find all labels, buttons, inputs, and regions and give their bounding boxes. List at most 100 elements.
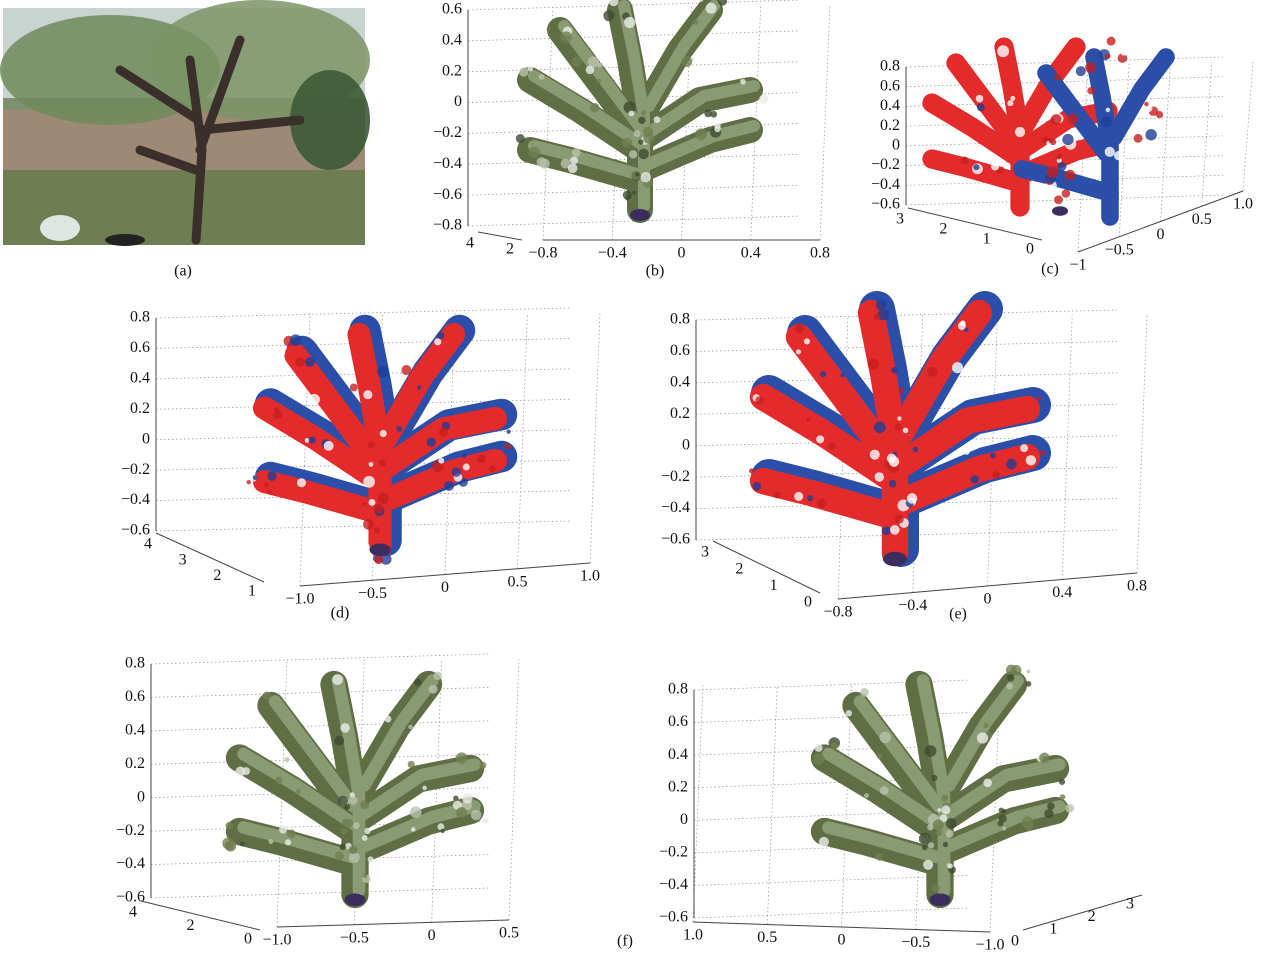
- z-tick-label: 0.4: [125, 722, 145, 739]
- point-cloud-dot: [1039, 753, 1049, 763]
- depth-axis: [478, 232, 522, 240]
- point-cloud-dot: [1067, 114, 1078, 125]
- point-cloud-dot: [408, 725, 413, 730]
- point-cloud-dot: [363, 390, 372, 399]
- point-cloud-dot: [263, 692, 271, 700]
- point-cloud-dot: [868, 359, 879, 370]
- point-cloud-dot: [1049, 139, 1053, 143]
- point-cloud-dot: [279, 825, 287, 833]
- z-tick-label: −0.2: [871, 156, 900, 173]
- z-tick-label: −0.6: [433, 186, 462, 203]
- point-cloud-dot: [456, 752, 468, 764]
- point-cloud-dot: [632, 191, 636, 195]
- point-cloud-dot: [795, 324, 804, 333]
- point-cloud-dot: [817, 499, 827, 509]
- point-cloud-dot: [368, 442, 375, 449]
- point-cloud-dot: [452, 467, 461, 476]
- point-cloud-dot: [568, 164, 578, 174]
- point-cloud-dot: [422, 786, 427, 791]
- x-tick-label: 0: [984, 591, 992, 608]
- point-cloud-dot: [977, 103, 985, 111]
- point-cloud-dot: [990, 453, 996, 459]
- point-cloud-dot: [946, 818, 957, 829]
- point-cloud-dot: [344, 819, 353, 828]
- point-cloud-dot: [540, 159, 550, 169]
- z-tick-label: −0.2: [661, 468, 690, 485]
- depth-axis: [156, 533, 264, 582]
- point-cloud-dot: [749, 468, 754, 473]
- z-tick-label: 0: [137, 788, 145, 805]
- point-cloud-dot: [1134, 134, 1143, 143]
- point-cloud-dot: [961, 157, 969, 165]
- z-tick-label: 0.2: [670, 405, 690, 422]
- grid-line: [1137, 315, 1147, 573]
- point-cloud-dot: [225, 840, 236, 851]
- point-cloud: [749, 300, 1045, 567]
- point-cloud-dot: [1156, 111, 1163, 118]
- x-tick-label: −1.0: [262, 932, 291, 949]
- depth-tick-label: 1: [770, 577, 778, 594]
- point-cloud-dot: [264, 483, 269, 488]
- point-cloud-dot: [226, 822, 234, 830]
- z-tick-label: −0.4: [659, 876, 688, 893]
- point-cloud-dot: [411, 827, 416, 832]
- point-cloud-dot: [590, 103, 599, 112]
- point-cloud-dot: [998, 821, 1004, 827]
- point-cloud-dot: [706, 3, 717, 14]
- point-cloud-dot: [362, 502, 366, 506]
- point-cloud-dot: [267, 471, 276, 480]
- grid-line: [468, 0, 800, 10]
- z-tick-label: 0: [454, 93, 462, 110]
- z-tick-label: −0.4: [433, 155, 462, 172]
- grid-line: [151, 888, 489, 898]
- point-cloud-dot: [1024, 822, 1033, 831]
- point-cloud-dot: [991, 162, 999, 170]
- x-tick-label: −0.5: [340, 929, 369, 946]
- point-cloud-dot: [471, 810, 482, 821]
- point-cloud-dot: [463, 454, 467, 458]
- point-cloud-dot: [529, 147, 540, 158]
- point-cloud-dot: [807, 495, 813, 501]
- point-cloud-dot: [820, 371, 826, 377]
- point-cloud-dot: [295, 357, 304, 366]
- point-cloud-dot: [1007, 100, 1013, 106]
- point-cloud-dot: [913, 447, 919, 453]
- grid-line: [1161, 62, 1171, 222]
- z-tick-label: −0.2: [659, 844, 688, 861]
- point-cloud-dot: [268, 839, 273, 844]
- point-cloud-dot: [368, 499, 375, 506]
- point-cloud-dot: [638, 117, 645, 124]
- depth-tick-label: 1: [248, 583, 256, 600]
- plot-3d: 0.80.60.40.20−0.2−0.4−0.63210−0.8−0.400.…: [661, 300, 1147, 621]
- point-cloud-dot: [740, 79, 746, 85]
- depth-tick-label: 4: [466, 235, 474, 252]
- z-tick-label: 0.4: [668, 746, 688, 763]
- z-tick-label: 0.8: [130, 309, 150, 326]
- point-cloud: [813, 665, 1074, 906]
- caption: (a): [174, 263, 192, 280]
- depth-tick-label: 4: [129, 904, 137, 921]
- point-cloud-dot: [275, 777, 283, 785]
- z-tick-label: 0.4: [442, 32, 462, 49]
- point-cloud-dot: [274, 407, 279, 412]
- depth-tick-label: 2: [939, 221, 947, 238]
- point-cloud-dot: [937, 808, 941, 812]
- point-cloud-dot: [373, 504, 383, 514]
- point-cloud-dot: [437, 332, 444, 339]
- point-cloud-dot: [1054, 195, 1063, 204]
- point-cloud-dot: [380, 430, 387, 437]
- point-cloud-dot: [1026, 455, 1036, 465]
- point-cloud-dot: [681, 56, 692, 67]
- point-cloud-dot: [560, 31, 572, 43]
- point-cloud-dot: [819, 837, 829, 847]
- trunk-base: [883, 552, 907, 566]
- depth-tick-label: 2: [187, 917, 195, 934]
- point-cloud-dot: [453, 795, 458, 800]
- point-cloud-dot: [638, 149, 649, 160]
- point-cloud-dot: [1002, 826, 1006, 830]
- point-cloud-dot: [309, 436, 316, 443]
- caption: (d): [331, 605, 350, 622]
- point-cloud-dot: [840, 373, 844, 377]
- z-tick-label: 0.2: [442, 62, 462, 79]
- point-cloud-dot: [462, 793, 473, 804]
